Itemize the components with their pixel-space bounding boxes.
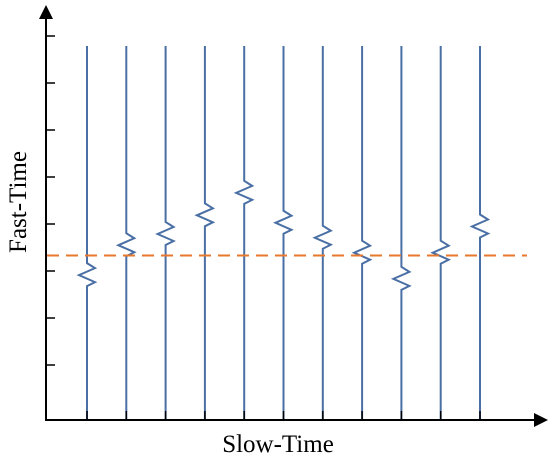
trace-8 <box>351 46 373 420</box>
x-tick-group <box>86 411 481 420</box>
y-axis-label: Fast-Time <box>5 151 32 253</box>
trace-6 <box>273 46 294 420</box>
y-tick-group <box>46 35 55 366</box>
trace-2 <box>115 46 137 420</box>
trace-3 <box>155 46 176 420</box>
trace-4 <box>194 46 216 420</box>
trace-7 <box>312 46 334 420</box>
x-axis-label: Slow-Time <box>222 431 334 458</box>
trace-10 <box>430 46 452 420</box>
trace-1 <box>76 46 98 420</box>
trace-11 <box>469 46 491 420</box>
trace-5 <box>233 46 255 420</box>
trace-group <box>76 46 491 420</box>
trace-9 <box>390 46 412 420</box>
